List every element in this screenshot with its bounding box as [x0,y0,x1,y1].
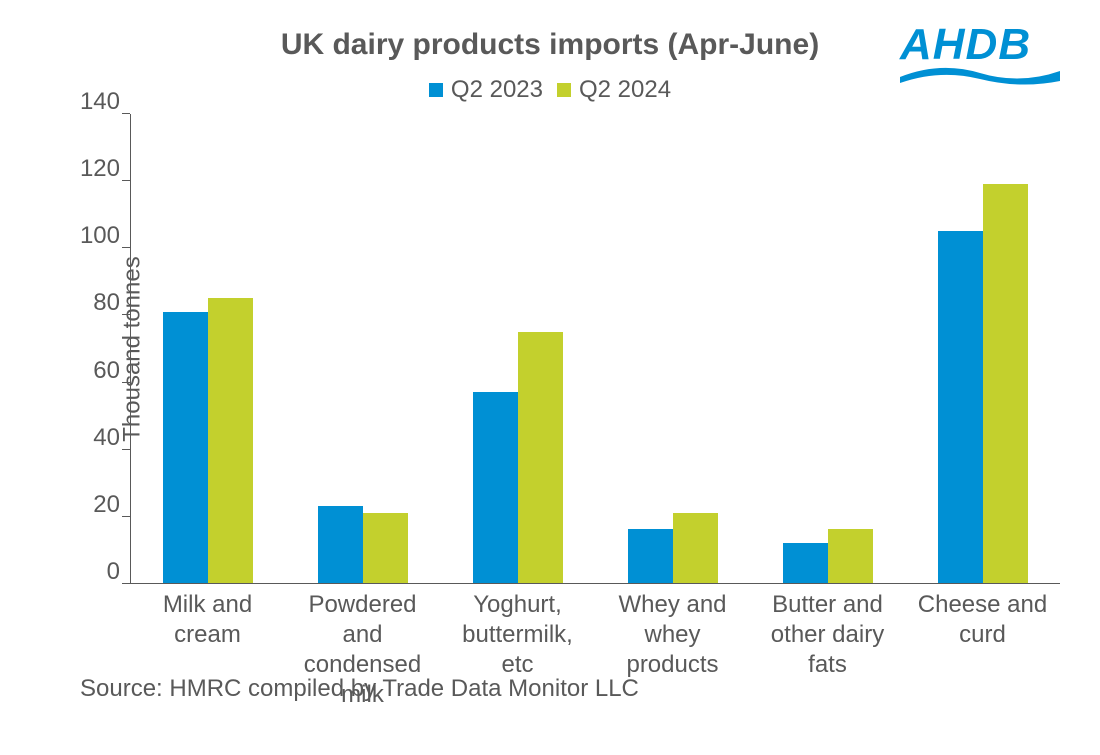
logo-wave-icon [900,63,1060,85]
legend-item: Q2 2024 [557,76,671,104]
y-axis: 140120100806040200 [74,114,130,584]
source-text: Source: HMRC compiled by Trade Data Moni… [80,675,639,703]
tick-mark-icon [122,516,130,517]
tick-mark-icon [122,449,130,450]
bar [473,392,518,583]
bar-group [750,114,905,583]
bar-group [286,114,441,583]
tick-mark-icon [122,180,130,181]
bar [318,506,363,583]
bar-group [595,114,750,583]
x-axis-label: Butter and other dairy fats [750,590,905,710]
x-axis-label: Cheese and curd [905,590,1060,710]
tick-mark-icon [122,583,130,584]
chart-container: AHDB UK dairy products imports (Apr-June… [40,20,1060,725]
bar [673,513,718,583]
bar [783,543,828,583]
bar-group [905,114,1060,583]
legend-label: Q2 2023 [451,76,543,104]
bar [518,332,563,583]
tick-mark-icon [122,113,130,114]
bar [363,513,408,583]
legend-swatch-icon [429,83,443,97]
bar [163,312,208,583]
bar [828,529,873,583]
bar [983,184,1028,583]
legend-label: Q2 2024 [579,76,671,104]
tick-mark-icon [122,247,130,248]
bar [938,231,983,583]
tick-mark-icon [122,314,130,315]
plot-area [130,114,1060,584]
tick-mark-icon [122,382,130,383]
legend-swatch-icon [557,83,571,97]
bar-group [131,114,286,583]
ahdb-logo: AHDB [900,25,1060,90]
logo-text: AHDB [900,25,1060,65]
bar [628,529,673,583]
plot-wrapper: Thousand tonnes 140120100806040200 [40,114,1060,584]
bar [208,298,253,583]
y-axis-label-wrap: Thousand tonnes [40,114,74,584]
bar-group [441,114,596,583]
legend-item: Q2 2023 [429,76,543,104]
